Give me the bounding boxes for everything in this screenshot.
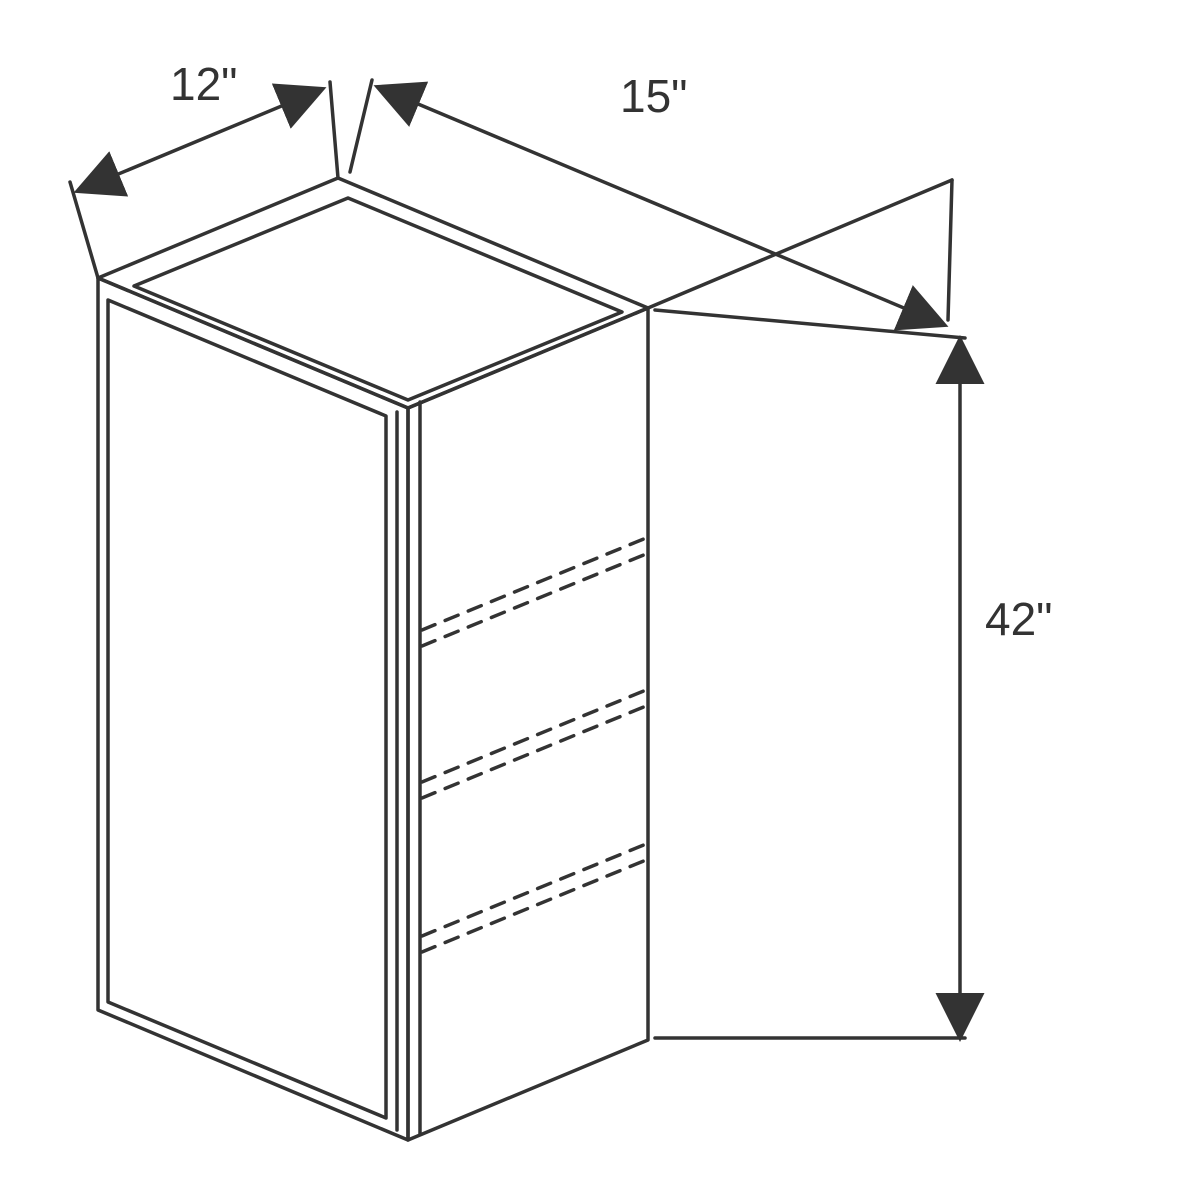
cabinet-diagram: 12" 15" 42" [0, 0, 1200, 1200]
door-panel [108, 300, 386, 1118]
shelves [422, 538, 646, 952]
dim-height [655, 310, 965, 1038]
top-outer [98, 178, 648, 408]
top-inner [134, 198, 622, 400]
dim-depth [70, 82, 338, 278]
depth-label: 12" [170, 58, 238, 110]
height-label: 42" [985, 593, 1053, 645]
side-face [408, 308, 648, 1140]
width-label: 15" [620, 70, 688, 122]
